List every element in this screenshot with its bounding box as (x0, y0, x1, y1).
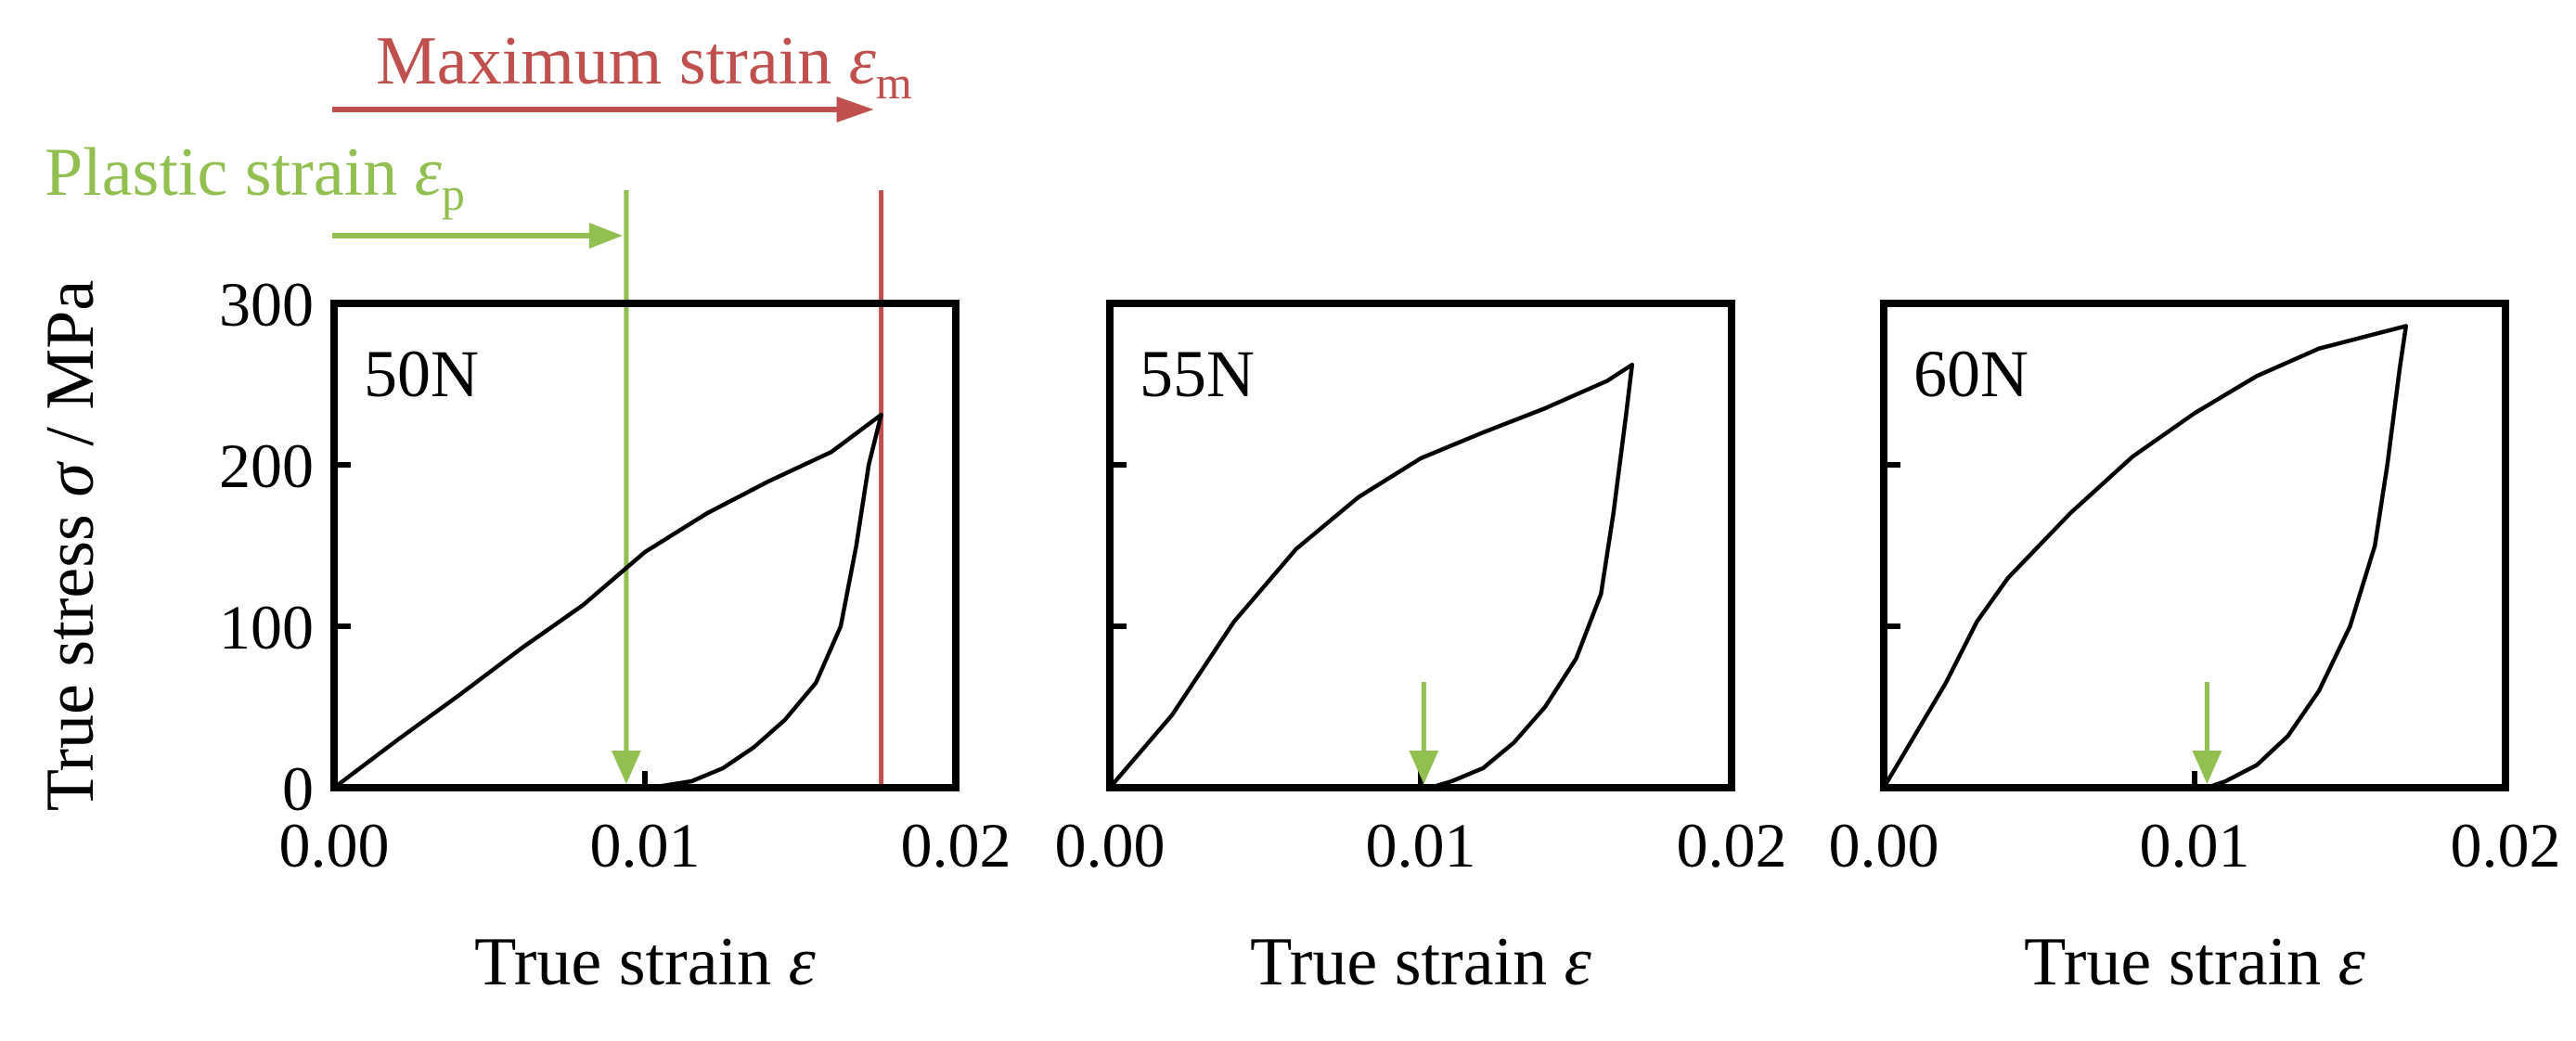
x-tick-label: 0.00 (1829, 810, 1939, 880)
plastic-strain-arrowhead (588, 223, 623, 249)
panel-label: 50N (364, 337, 479, 411)
x-tick-label: 0.01 (590, 810, 701, 880)
x-tick-label: 0.02 (1677, 810, 1787, 880)
plastic-strain-arrowhead (2192, 751, 2222, 784)
plastic-strain-line-arrowhead (611, 751, 641, 784)
strain-annotations: Maximum strain εm Plastic strain εp (45, 23, 912, 788)
y-tick-label: 100 (219, 592, 314, 662)
hysteresis-curve (331, 412, 883, 790)
y-axis-title: True stress σ / MPa (32, 280, 109, 811)
plot-frame (1106, 300, 1735, 791)
x-tick-label: 0.00 (1055, 810, 1166, 880)
plot-frame (1880, 300, 2509, 791)
x-tick-label: 0.00 (279, 810, 390, 880)
y-axis-title-text: True stress σ / MPa (32, 280, 109, 811)
hysteresis-curve (1881, 324, 2409, 790)
panel-label: 60N (1913, 337, 2029, 411)
y-tick-label: 0 (282, 753, 314, 824)
x-tick-label: 0.02 (2451, 810, 2561, 880)
x-tick-label: 0.01 (1366, 810, 1476, 880)
maximum-strain-label: Maximum strain εm (376, 23, 912, 109)
maximum-strain-arrowhead (836, 96, 874, 122)
plot-frame (330, 300, 960, 791)
x-axis-title: True strain ε (2024, 924, 2366, 1000)
plastic-strain-label: Plastic strain εp (45, 135, 465, 220)
x-axis-title: True strain ε (474, 924, 817, 1000)
x-axis-title: True strain ε (1250, 924, 1592, 1000)
x-tick-label: 0.02 (901, 810, 1011, 880)
chart-panel-2: 55N 0.00 0.01 0.02 True strain ε (1055, 300, 1787, 1000)
y-tick-label: 200 (219, 431, 314, 501)
hysteresis-curve (1107, 362, 1635, 790)
x-tick-label: 0.01 (2140, 810, 2250, 880)
plastic-strain-arrowhead (1409, 751, 1439, 784)
y-tick-label: 300 (219, 269, 314, 340)
panel-label: 55N (1140, 337, 1255, 411)
chart-panel-1: 50N 0.00 0.01 0.02 0 100 200 300 True strain ε (219, 269, 1011, 1000)
chart-panel-3: 60N 0.00 0.01 0.02 True strain ε (1829, 300, 2561, 1000)
